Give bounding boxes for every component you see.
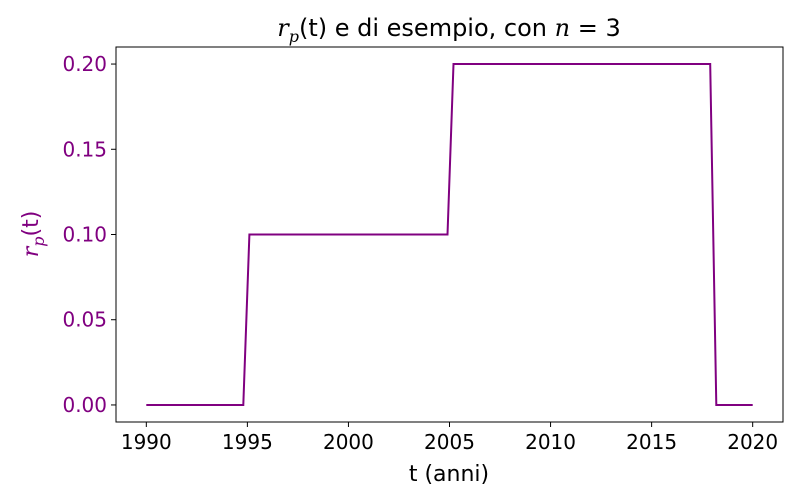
y-tick-label: 0.00 xyxy=(62,393,107,417)
x-tick-label: 2015 xyxy=(626,430,677,454)
y-tick-label: 0.10 xyxy=(62,223,107,247)
y-axis-label: rp(t) xyxy=(19,211,48,258)
plot-area xyxy=(115,46,784,423)
y-tick-label: 0.20 xyxy=(62,52,107,76)
x-tick-label: 1990 xyxy=(121,430,172,454)
x-tick-label: 1995 xyxy=(222,430,273,454)
title-subscript: p xyxy=(289,27,299,46)
y-axis-label-suffix: (t) xyxy=(19,211,44,237)
y-tick-label: 0.05 xyxy=(62,308,107,332)
y-axis-label-symbol: r xyxy=(19,245,44,257)
x-tick-label: 2000 xyxy=(323,430,374,454)
x-tick-label: 2010 xyxy=(525,430,576,454)
x-axis-label: t (anni) xyxy=(409,462,489,487)
y-axis-label-subscript: p xyxy=(29,237,48,247)
chart-title: rp(t) e di esempio, con n = 3 xyxy=(277,14,621,46)
title-text: (t) e di esempio, con xyxy=(299,14,555,42)
x-tick-label: 2020 xyxy=(727,430,778,454)
x-axis-ticks: 1990 1995 2000 2005 2010 2015 2020 xyxy=(121,422,778,454)
title-variable: n xyxy=(555,14,570,42)
y-axis-ticks: 0.00 0.05 0.10 0.15 0.20 xyxy=(62,52,116,417)
y-tick-label: 0.15 xyxy=(62,137,107,161)
title-symbol: r xyxy=(277,14,290,42)
x-tick-label: 2005 xyxy=(424,430,475,454)
axes-frame xyxy=(115,46,784,423)
title-equals: = 3 xyxy=(570,14,621,42)
series-line-0 xyxy=(146,63,753,406)
